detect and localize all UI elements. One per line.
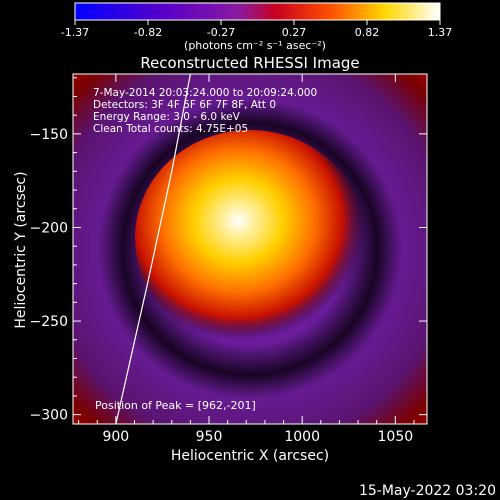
y-axis-ticks: −150 −200 −250 −300 <box>30 77 427 424</box>
y-tick-label: −200 <box>30 220 68 236</box>
x-tick-label: 900 <box>102 429 129 445</box>
colorbar-tick-label: -0.27 <box>207 26 235 39</box>
footer-date: 15-May-2022 03:20 <box>359 483 496 499</box>
y-tick-label: −250 <box>30 314 68 330</box>
annotation-line: 7-May-2014 20:03:24.000 to 20:09:24.000 <box>93 87 317 99</box>
colorbar-tick-label: -0.82 <box>134 26 162 39</box>
image-annotations: 7-May-2014 20:03:24.000 to 20:09:24.000D… <box>93 87 317 135</box>
x-tick-label: 1000 <box>284 429 320 445</box>
colorbar-ticks: -1.37 -0.82 -0.27 0.27 0.82 1.37 <box>61 20 452 39</box>
heatmap-image <box>73 74 427 424</box>
x-axis-ticks: 900 950 1000 1050 <box>78 74 415 445</box>
heatmap-source <box>135 130 365 346</box>
colorbar-gradient <box>74 2 441 21</box>
x-tick-label: 1050 <box>378 429 414 445</box>
colorbar-units-label: (photons cm⁻² s⁻¹ asec⁻²) <box>184 39 326 52</box>
y-tick-label: −150 <box>30 127 68 143</box>
x-tick-label: 950 <box>196 429 223 445</box>
colorbar-tick-label: 0.27 <box>282 26 307 39</box>
colorbar-tick-label: 0.82 <box>355 26 380 39</box>
annotation-line: Energy Range: 3.0 - 6.0 keV <box>93 111 241 123</box>
solar-limb-line <box>115 74 191 424</box>
colorbar: -1.37 -0.82 -0.27 0.27 0.82 1.37 (photons cm⁻… <box>61 2 452 52</box>
y-tick-label: −300 <box>30 408 68 424</box>
plot-frame <box>72 73 428 425</box>
y-axis-label: Heliocentric Y (arcsec) <box>13 171 29 328</box>
colorbar-tick-label: -1.37 <box>61 26 89 39</box>
chart-title: Reconstructed RHESSI Image <box>140 54 359 72</box>
annotation-line: Clean Total counts: 4.75E+05 <box>93 123 248 135</box>
colorbar-tick-label: 1.37 <box>428 26 453 39</box>
annotation-line: Detectors: 3F 4F 5F 6F 7F 8F, Att 0 <box>93 99 276 111</box>
peak-position-text: Position of Peak = [962,-201] <box>95 399 256 412</box>
x-axis-label: Heliocentric X (arcsec) <box>171 448 329 464</box>
